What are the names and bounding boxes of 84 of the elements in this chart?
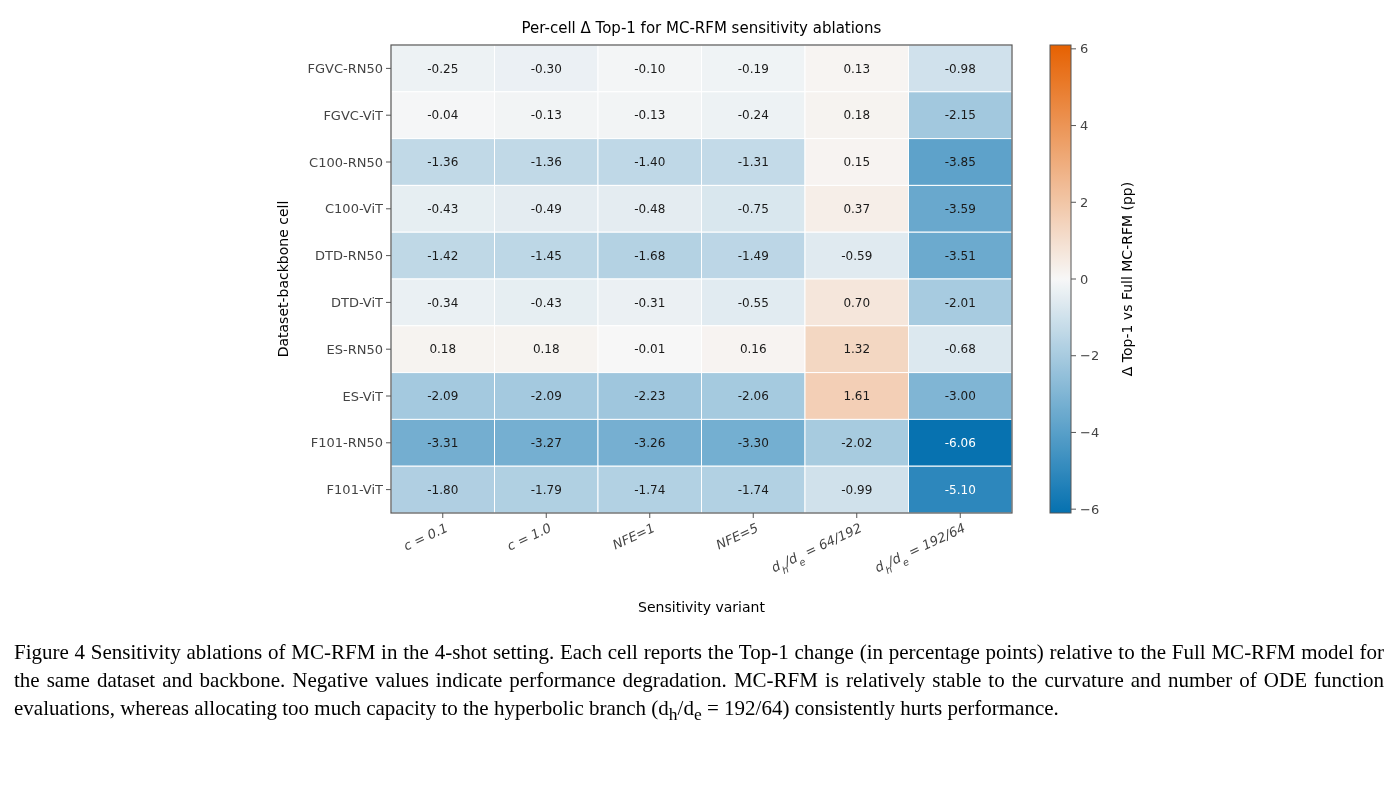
data-label: -5.10 (944, 482, 976, 497)
color-bar-label: 6 (1080, 41, 1089, 57)
data-label: -2.09 (530, 389, 562, 404)
data-label: 0.16 (739, 342, 767, 357)
data-label: -1.49 (737, 248, 769, 263)
y-tick-label: ES-ViT (342, 388, 384, 404)
color-bar-label: −2 (1080, 348, 1100, 364)
data-label: -0.31 (634, 295, 666, 310)
data-label: -2.06 (737, 389, 769, 404)
data-label: -3.31 (427, 436, 459, 450)
data-label: -0.24 (737, 108, 769, 123)
data-label: -0.48 (634, 202, 666, 216)
data-label: -1.42 (427, 248, 459, 263)
data-label: -1.45 (530, 248, 562, 263)
data-label: -0.04 (427, 108, 459, 123)
y-tick-label: C100-ViT (325, 201, 384, 217)
data-label: -1.36 (427, 155, 459, 170)
data-label: -0.25 (427, 61, 459, 76)
data-label: -0.99 (841, 482, 873, 497)
y-tick-label: ES-RN50 (326, 341, 383, 357)
data-label: -0.43 (530, 295, 562, 310)
caption: Figure 4 Sensitivity ablations of MC-RFM in the 4-shot setting. Each cell reports the Top-1 change (in percentage points) relative to the Full MC-RFM model for the same dataset and backbone. Negative values indicate performance degradation. MC-RFM is relatively stable to the curvature and number of ODE function evaluations, whereas allocating too much capacity to the hyperbolic branch (d$_{h}$/d$_{e}$ = 192/64) consistently hurts performance. (14, 639, 1384, 727)
data-label: 0.18 (532, 342, 560, 357)
data-label: -1.36 (530, 155, 562, 170)
data-label: -3.27 (530, 436, 562, 450)
data-label: -1.80 (427, 482, 459, 497)
color-bar-label: 2 (1080, 194, 1089, 210)
data-label: -2.23 (634, 389, 666, 404)
data-label: -2.09 (427, 389, 459, 404)
data-label: -1.79 (530, 482, 562, 497)
color-bar-label: −6 (1080, 501, 1100, 517)
data-label: -6.06 (944, 436, 976, 450)
data-label: 0.37 (843, 202, 871, 216)
data-label: -2.02 (841, 436, 873, 450)
y-tick-label: DTD-ViT (330, 294, 384, 310)
y-tick-label: FGVC-ViT (323, 107, 384, 123)
data-label: -3.51 (944, 248, 976, 263)
data-label: -3.85 (944, 155, 976, 170)
x-axis-title: Sensitivity variant (638, 599, 766, 615)
data-label: -0.59 (841, 248, 873, 263)
data-label: -2.15 (944, 108, 976, 123)
y-axis-title: Dataset-backbone cell (275, 200, 291, 358)
data-label: -0.13 (634, 108, 666, 123)
data-label: 0.13 (843, 61, 871, 76)
data-label: -0.10 (634, 61, 666, 76)
y-tick-label: DTD-RN50 (315, 248, 383, 264)
data-label: -0.98 (944, 61, 976, 76)
data-label: -0.19 (737, 61, 769, 76)
data-label: -0.01 (634, 342, 666, 357)
data-label: -0.30 (530, 61, 562, 76)
data-label: -0.68 (944, 342, 976, 357)
data-label: -1.74 (737, 482, 769, 497)
data-label: -0.75 (737, 202, 769, 216)
data-label: 0.18 (429, 342, 457, 357)
data-label: -0.43 (427, 202, 459, 216)
data-label: -3.00 (944, 389, 976, 404)
x-tick-label: c = 0.1 (401, 520, 451, 554)
data-label: -3.59 (944, 202, 976, 216)
color-bar-label: −4 (1080, 424, 1100, 440)
x-tick-label: c = 1.0 (504, 520, 554, 554)
chart-title: Per-cell Δ Top-1 for MC-RFM sensitivity ablations (521, 19, 882, 37)
data-label: 1.32 (843, 342, 871, 357)
data-label: -0.55 (737, 295, 769, 310)
data-label: -0.49 (530, 202, 562, 216)
color-bar-title: Δ Top-1 vs Full MC-RFM (pp) (1119, 181, 1135, 377)
y-tick-label: F101-ViT (326, 482, 384, 498)
color-bar-label: 4 (1080, 118, 1089, 134)
data-label: 0.70 (843, 295, 871, 310)
data-label: -1.31 (737, 155, 769, 170)
data-label: -1.40 (634, 155, 666, 170)
data-label: 0.15 (843, 155, 871, 170)
y-tick-label: FGVC-RN50 (307, 60, 383, 76)
color-bar-label: 0 (1080, 271, 1089, 287)
y-tick-label: C100-RN50 (309, 154, 383, 170)
data-label: -0.13 (530, 108, 562, 123)
data-label: -1.68 (634, 248, 666, 263)
data-label: 0.18 (843, 108, 871, 123)
data-label: -1.74 (634, 482, 666, 497)
data-label: 1.61 (843, 389, 871, 404)
data-label: -2.01 (944, 295, 976, 310)
data-label: -3.26 (634, 436, 666, 450)
data-label: -3.30 (737, 436, 769, 450)
y-tick-label: F101-RN50 (310, 435, 383, 451)
data-label: -0.34 (427, 295, 459, 310)
